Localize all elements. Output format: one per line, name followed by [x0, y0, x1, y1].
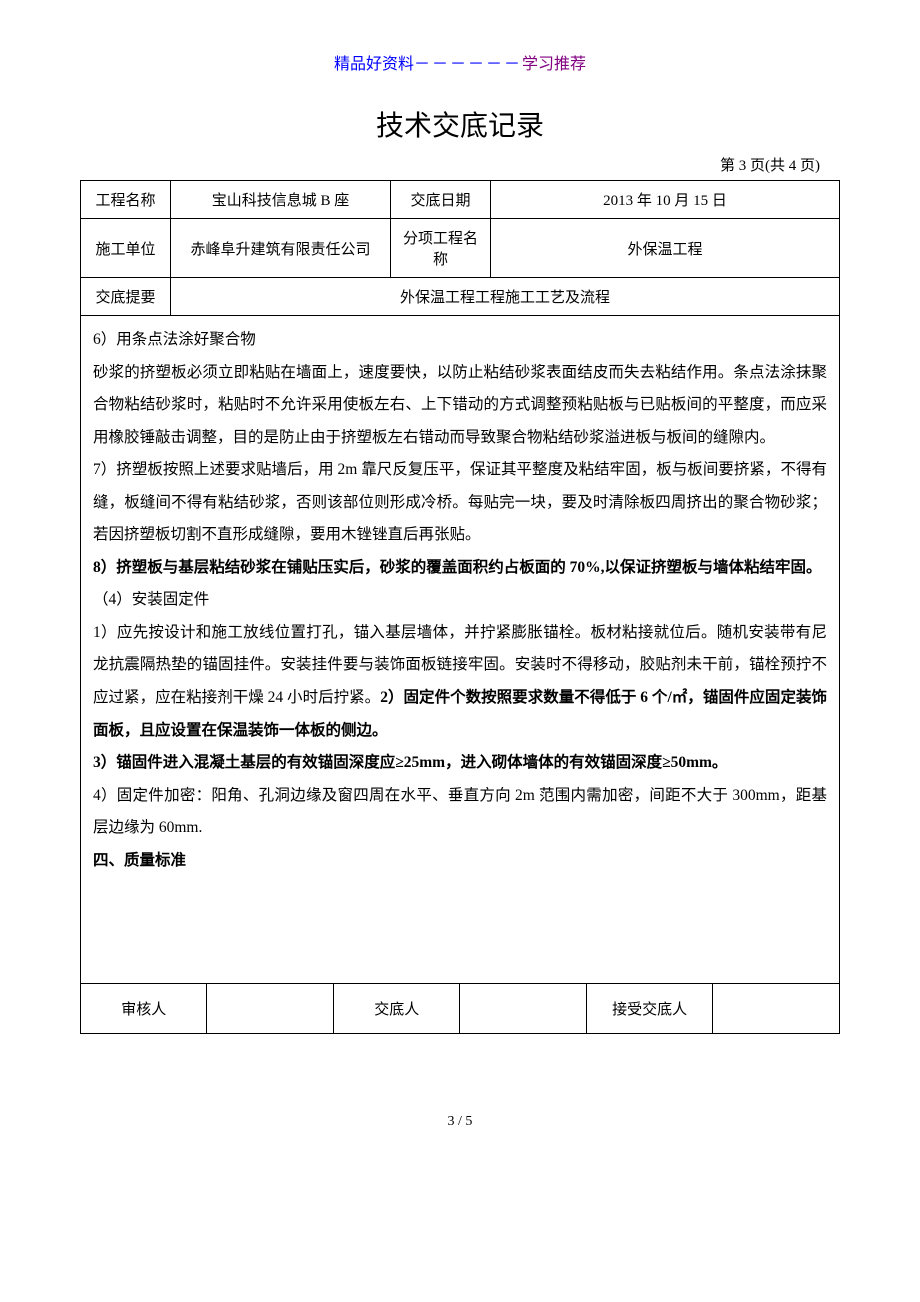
paragraph: 7）挤塑板按照上述要求贴墙后，用 2m 靠尺反复压平，保证其平整度及粘结牢固，板…	[93, 454, 827, 552]
paragraph: 6）用条点法涂好聚合物	[93, 324, 827, 357]
table-row: 交底提要 外保温工程工程施工工艺及流程	[81, 278, 840, 316]
table-row: 审核人 交底人 接受交底人	[81, 984, 840, 1034]
sign-table: 审核人 交底人 接受交底人	[80, 984, 840, 1035]
value-reviewer	[207, 984, 333, 1034]
value-construction-unit: 赤峰阜升建筑有限责任公司	[171, 219, 391, 278]
label-disclosure-person: 交底人	[333, 984, 459, 1034]
label-receiver: 接受交底人	[586, 984, 712, 1034]
value-project-name: 宝山科技信息城 B 座	[171, 181, 391, 219]
header-text-2: 学习推荐	[522, 56, 586, 73]
value-subproject: 外保温工程	[491, 219, 840, 278]
header-link: 精品好资料－－－－－－学习推荐	[80, 50, 840, 74]
paragraph: 4）固定件加密：阳角、孔洞边缘及窗四周在水平、垂直方向 2m 范围内需加密，间距…	[93, 780, 827, 845]
value-receiver	[713, 984, 840, 1034]
page-title: 技术交底记录	[80, 104, 840, 144]
label-summary: 交底提要	[81, 278, 171, 316]
paragraph-bold: 3）锚固件进入混凝土基层的有效锚固深度应≥25mm，进入砌体墙体的有效锚固深度≥…	[93, 747, 827, 780]
value-disclosure-person	[460, 984, 586, 1034]
value-date: 2013 年 10 月 15 日	[491, 181, 840, 219]
label-project-name: 工程名称	[81, 181, 171, 219]
paragraph-bold: 四、质量标准	[93, 845, 827, 878]
value-summary: 外保温工程工程施工工艺及流程	[171, 278, 840, 316]
paragraph-bold: 8）挤塑板与基层粘结砂浆在铺贴压实后，砂浆的覆盖面积约占板面的 70%,以保证挤…	[93, 552, 827, 585]
label-reviewer: 审核人	[81, 984, 207, 1034]
page-info: 第 3 页(共 4 页)	[80, 154, 840, 175]
label-subproject: 分项工程名称	[391, 219, 491, 278]
header-text-1: 精品好资料	[334, 56, 414, 73]
page-footer: 3 / 5	[80, 1114, 840, 1130]
info-table: 工程名称 宝山科技信息城 B 座 交底日期 2013 年 10 月 15 日 施…	[80, 180, 840, 316]
header-dashes: －－－－－－	[414, 56, 522, 73]
label-date: 交底日期	[391, 181, 491, 219]
table-row: 施工单位 赤峰阜升建筑有限责任公司 分项工程名称 外保温工程	[81, 219, 840, 278]
content-box: 6）用条点法涂好聚合物 砂浆的挤塑板必须立即粘贴在墙面上，速度要快，以防止粘结砂…	[80, 316, 840, 984]
paragraph: 1）应先按设计和施工放线位置打孔，锚入基层墙体，并拧紧膨胀锚栓。板材粘接就位后。…	[93, 617, 827, 747]
paragraph: （4）安装固定件	[93, 584, 827, 617]
paragraph: 砂浆的挤塑板必须立即粘贴在墙面上，速度要快，以防止粘结砂浆表面结皮而失去粘结作用…	[93, 357, 827, 455]
table-row: 工程名称 宝山科技信息城 B 座 交底日期 2013 年 10 月 15 日	[81, 181, 840, 219]
label-construction-unit: 施工单位	[81, 219, 171, 278]
